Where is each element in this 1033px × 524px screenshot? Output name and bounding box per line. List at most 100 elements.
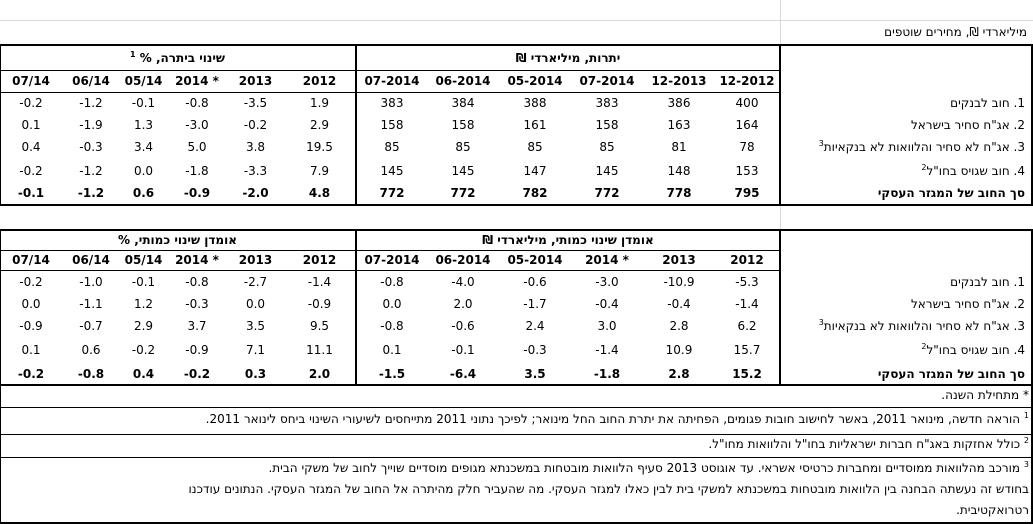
column-header: 2014 *: [175, 253, 219, 267]
row-label: 3. אג"ח לא סחיר והלוואות לא בנקאיות3: [781, 137, 1031, 157]
column-header: 07-2014: [364, 74, 420, 88]
note-rule: [0, 457, 1033, 458]
column-header: 06-2014: [435, 253, 491, 267]
column-header: 12-2013: [651, 74, 707, 88]
top-left-border: [0, 44, 1, 206]
total-cell: 0.3: [244, 367, 267, 381]
data-cell: -1.9: [79, 118, 103, 132]
row-label-text: 4. חוב שגויס בחו"ל: [926, 164, 1025, 178]
data-cell: -1.4: [735, 297, 759, 311]
note-1: 1 הוראה חדשה, מינואר 2011, באשר לחישוב ח…: [205, 411, 1029, 427]
data-cell: 1.9: [309, 96, 330, 110]
data-cell: 81: [671, 140, 687, 154]
row-label-text: סך החוב של המגזר העסקי: [877, 186, 1025, 200]
data-cell: -0.8: [380, 275, 404, 289]
total-cell: 4.8: [308, 186, 331, 200]
data-cell: -1.2: [79, 164, 103, 178]
total-cell: -2.0: [242, 186, 269, 200]
row-label-text: 3. אג"ח לא סחיר והלוואות לא בנקאיות: [823, 140, 1025, 154]
data-cell: 161: [523, 118, 547, 132]
data-cell: 0.1: [21, 343, 41, 357]
column-header: 05-2014: [507, 74, 563, 88]
data-cell: -2.7: [243, 275, 268, 289]
data-cell: -0.7: [79, 319, 103, 333]
bottom-table-bottom: [0, 384, 1033, 386]
abs-change-title: אומדן שינוי כמותי, מיליארדי ₪: [482, 233, 654, 247]
data-cell: -0.2: [131, 343, 156, 357]
row-label-text: 3. אג"ח לא סחיר והלוואות לא בנקאיות: [823, 319, 1025, 333]
data-cell: -1.7: [523, 297, 547, 311]
data-cell: 145: [451, 164, 475, 178]
data-cell: 11.1: [306, 343, 333, 357]
data-cell: 388: [523, 96, 547, 110]
data-cell: -0.1: [131, 275, 156, 289]
bottom-left-border: [0, 229, 1, 524]
data-cell: 5.0: [187, 140, 207, 154]
data-cell: -0.6: [451, 319, 475, 333]
top-table-border: [0, 44, 1033, 46]
data-cell: 0.1: [21, 118, 41, 132]
data-cell: 2.0: [453, 297, 473, 311]
top-subheader-rule: [0, 92, 780, 93]
data-cell: -3.3: [243, 164, 268, 178]
column-header: 06-2014: [435, 74, 491, 88]
row-label-text: 2. אג"ח סחיר בישראל: [910, 118, 1025, 132]
data-cell: 3.5: [245, 319, 266, 333]
column-header: 07/14: [12, 74, 50, 88]
data-cell: -1.1: [79, 297, 103, 311]
data-cell: -5.3: [735, 275, 759, 289]
row-label-text: 1. חוב לבנקים: [950, 96, 1025, 110]
data-cell: 145: [595, 164, 619, 178]
data-cell: 145: [380, 164, 404, 178]
data-cell: -0.3: [523, 343, 547, 357]
total-cell: 15.2: [732, 367, 762, 381]
data-cell: 158: [380, 118, 404, 132]
data-cell: 400: [735, 96, 759, 110]
bottom-table-border: [0, 229, 1033, 231]
row-label-text: 2. אג"ח סחיר בישראל: [910, 297, 1025, 311]
data-cell: 1.2: [133, 297, 154, 311]
data-cell: -0.4: [667, 297, 691, 311]
data-cell: 78: [739, 140, 755, 154]
data-cell: 15.7: [733, 343, 761, 357]
column-header: 12-2012: [719, 74, 775, 88]
bottom-subheader-rule: [0, 270, 780, 271]
data-cell: 7.9: [309, 164, 330, 178]
column-header: 05-2014: [507, 253, 563, 267]
data-cell: 85: [599, 140, 615, 154]
footnote-marker: 3: [818, 139, 824, 148]
data-cell: 158: [595, 118, 619, 132]
data-cell: 85: [384, 140, 400, 154]
footnote-marker: 2: [921, 163, 927, 172]
data-cell: -0.2: [19, 275, 43, 289]
data-cell: -0.6: [523, 275, 547, 289]
data-cell: -0.2: [19, 96, 43, 110]
column-header: 2013: [238, 74, 273, 88]
row-label: 1. חוב לבנקים: [781, 272, 1031, 292]
data-cell: 0.0: [133, 164, 154, 178]
column-header: 2012: [730, 253, 764, 267]
notes-bottom-border: [0, 522, 1033, 524]
top-header-rule: [0, 70, 780, 71]
footnote-marker: 3: [818, 318, 824, 327]
total-cell: -1.2: [77, 186, 105, 200]
data-cell: -0.8: [380, 319, 404, 333]
data-cell: 386: [667, 96, 691, 110]
note-rule: [0, 434, 1033, 435]
pct-change-title: אומדן שינוי כמותי, %: [118, 233, 237, 247]
data-cell: -3.0: [595, 275, 619, 289]
total-cell: 2.8: [668, 367, 690, 381]
total-row-label: סך החוב של המגזר העסקי: [781, 364, 1031, 384]
total-cell: -6.4: [449, 367, 477, 381]
data-cell: -0.1: [131, 96, 156, 110]
grid-line: [0, 20, 1033, 21]
row-label-text: 4. חוב שגויס בחו"ל: [926, 343, 1025, 357]
note-3-end: רטרואקטיבית.: [956, 503, 1029, 517]
data-cell: -1.4: [595, 343, 619, 357]
data-cell: -0.8: [185, 96, 209, 110]
data-cell: 383: [595, 96, 619, 110]
data-cell: 158: [451, 118, 475, 132]
change-title: שינוי ביתרה, % 1: [130, 50, 225, 66]
data-cell: 0.1: [382, 343, 402, 357]
